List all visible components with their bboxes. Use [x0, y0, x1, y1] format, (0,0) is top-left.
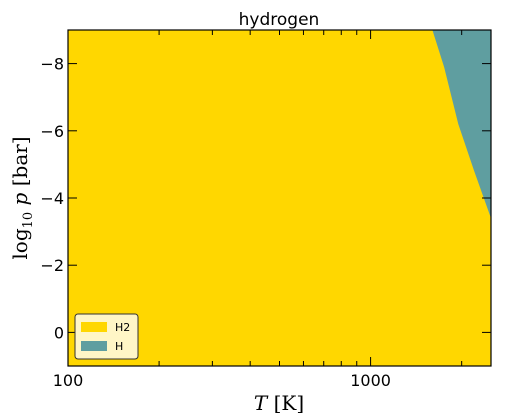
plot-frame	[67, 29, 492, 367]
y-tick-label: −4	[40, 189, 64, 208]
x-axis-label: T [K]	[254, 391, 304, 415]
legend-label-h2: H2	[115, 321, 130, 334]
y-axis-label: log10 p [bar]	[8, 136, 36, 259]
y-tick-label: −8	[40, 55, 64, 74]
x-tick-label: 1000	[350, 371, 391, 390]
y-tick-label: 0	[54, 323, 64, 342]
y-tick-label: −6	[40, 122, 64, 141]
legend-label-h: H	[115, 340, 123, 353]
y-tick-label: −2	[40, 256, 64, 275]
legend-swatch-h2	[81, 322, 107, 332]
legend: H2 H	[74, 313, 139, 360]
plot-area	[67, 29, 492, 367]
x-tick-label: 100	[53, 371, 84, 390]
chart-title: hydrogen	[239, 10, 320, 30]
region-h2	[68, 30, 491, 366]
legend-swatch-h	[81, 341, 107, 351]
y-tick-labels: 0 −2 −4 −6 −8	[40, 55, 64, 343]
x-tick-labels: 100 1000	[53, 371, 391, 390]
region-h	[432, 30, 491, 219]
